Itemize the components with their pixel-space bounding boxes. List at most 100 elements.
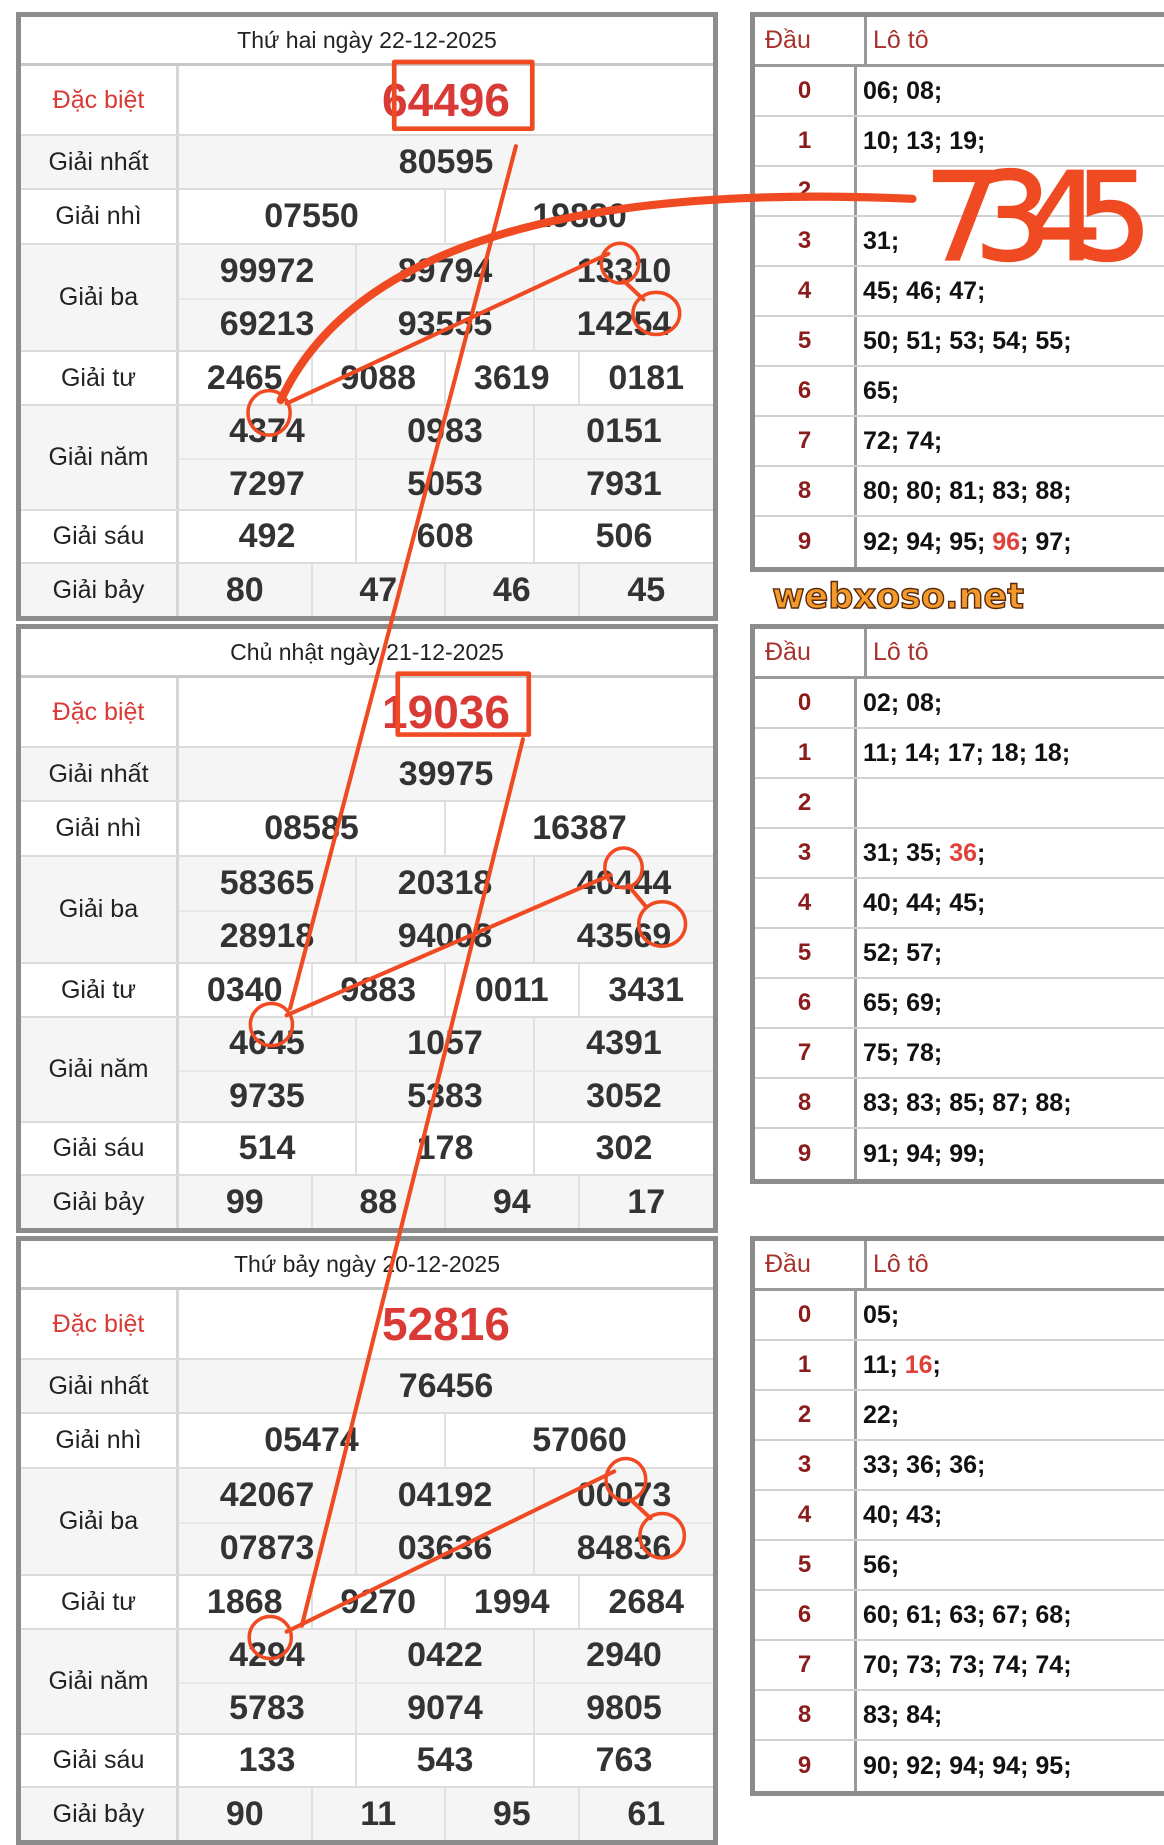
prize-label: Giải tư: [21, 964, 179, 1016]
special-prize-number: 52816: [382, 1298, 510, 1350]
prize-values: 4645 1057 4391 9735 5383 3052: [179, 1018, 713, 1121]
loto-row: 0 02; 08;: [755, 679, 1164, 729]
loto-number: 95: [1035, 1751, 1064, 1780]
prize-label: Giải ba: [21, 857, 179, 962]
loto-number: 67: [992, 1600, 1021, 1629]
loto-number: 16: [904, 1350, 933, 1379]
prize-row-bay: Giải bảy 80 47 46 45: [21, 564, 713, 616]
results-table: Thứ hai ngày 22-12-2025 Đặc biệt 64496 Giải…: [16, 12, 718, 621]
results-table: Chủ nhật ngày 21-12-2025 Đặc biệt 19036 Giả…: [16, 624, 718, 1233]
loto-number: 05: [863, 1300, 891, 1329]
loto-row: 8 83; 83; 85; 87; 88;: [755, 1079, 1164, 1129]
loto-number: 36: [949, 1450, 977, 1479]
prize-number: 17: [627, 1182, 666, 1221]
prize-number: 84836: [535, 1521, 713, 1575]
loto-head-digit: 0: [755, 67, 857, 115]
loto-number: 70: [863, 1650, 891, 1679]
loto-head-digit: 5: [755, 317, 857, 365]
loto-number: 17: [947, 738, 976, 767]
prize-number: 3052: [535, 1069, 713, 1122]
loto-number: 78: [906, 1038, 934, 1067]
loto-row: 6 60; 61; 63; 67; 68;: [755, 1591, 1164, 1641]
prize-number: 0422: [357, 1630, 535, 1682]
prize-number: 13310: [576, 251, 672, 290]
prize-number: 5383: [357, 1069, 535, 1121]
loto-row: 8 80; 80; 81; 83; 88;: [755, 467, 1164, 517]
prize-values: 80 47 46 45: [179, 564, 713, 616]
prize-label: Giải bảy: [21, 1788, 179, 1840]
loto-head-digit: 1: [755, 729, 857, 777]
loto-number: 80: [863, 476, 891, 505]
prize-values: 99972 89794 13310 69213 93555 14254: [179, 245, 713, 350]
prize-number: 90: [179, 1788, 313, 1840]
prize-row-dac_biet: Đặc biệt 19036: [21, 678, 713, 748]
prize-values: 07550 19880: [179, 190, 713, 243]
loto-number: 02: [863, 688, 891, 717]
loto-number: 61: [906, 1600, 934, 1629]
loto-number: 83: [863, 1088, 891, 1117]
loto-values: 40; 44; 45;: [863, 888, 993, 917]
prize-number: 543: [357, 1735, 535, 1786]
loto-number: 36: [906, 1450, 934, 1479]
prize-values: 76456: [179, 1360, 713, 1412]
loto-values: [857, 167, 1164, 215]
prize-number: 42067: [179, 1469, 357, 1522]
loto-number: 92: [906, 1751, 934, 1780]
loto-header-loto: Lô tô: [873, 26, 929, 54]
prize-number: 7931: [535, 457, 713, 510]
prize-values: 4374 0983 0151 7297 5053 7931: [179, 406, 713, 509]
loto-number: 65: [863, 376, 891, 405]
prize-values: 80595: [179, 136, 713, 188]
loto-number: 35: [906, 838, 934, 867]
loto-values: 11; 16;: [863, 1350, 948, 1379]
loto-head-digit: 3: [755, 217, 857, 265]
prize-number: 80595: [398, 142, 494, 181]
loto-number: 68: [1035, 1600, 1064, 1629]
loto-head-digit: 5: [755, 1541, 857, 1589]
draw-date-title: Thứ hai ngày 22-12-2025: [21, 17, 713, 66]
loto-head-digit: 0: [755, 679, 857, 727]
prize-number: 2684: [608, 1582, 685, 1621]
prize-number: 07873: [179, 1521, 357, 1574]
prize-number: 178: [357, 1123, 535, 1174]
special-prize-number: 19036: [382, 686, 510, 738]
loto-number: 94: [992, 1751, 1021, 1780]
prize-row-nam: Giải năm 4645 1057 4391 9735 5383 3052: [21, 1018, 713, 1123]
prize-row-dac_biet: Đặc biệt 64496: [21, 66, 713, 136]
loto-number: 74: [906, 426, 934, 455]
loto-values: 02; 08;: [863, 688, 950, 717]
loto-number: 44: [906, 888, 934, 917]
loto-head-digit: 8: [755, 1691, 857, 1739]
prize-label: Giải tư: [21, 1576, 179, 1628]
prize-row-nhat: Giải nhất 80595: [21, 136, 713, 190]
loto-values: 65; 69;: [863, 988, 950, 1017]
prize-label: Giải nhất: [21, 748, 179, 800]
loto-number: 72: [863, 426, 891, 455]
loto-row: 3 31; 35; 36;: [755, 829, 1164, 879]
watermark-logo: webxoso.net: [772, 576, 1024, 617]
loto-values: 06; 08;: [863, 76, 950, 105]
loto-number: 69: [906, 988, 934, 1017]
loto-head-digit: 2: [755, 779, 857, 827]
prize-number: 80: [179, 564, 313, 616]
loto-number: 46: [906, 276, 934, 305]
prize-row-ba: Giải ba 99972 89794 13310 69213 93555 14254: [21, 245, 713, 352]
prize-number: 00073: [576, 1475, 672, 1514]
prize-values: 1868 9270 1994 2684: [179, 1576, 713, 1628]
loto-head-digit: 8: [755, 467, 857, 515]
loto-number: 50: [863, 326, 891, 355]
prize-number: 302: [595, 1129, 653, 1167]
prize-number: 9088: [313, 352, 446, 404]
prize-number: 506: [595, 517, 653, 555]
loto-header-dau: Đầu: [755, 629, 867, 676]
prize-number: 39975: [398, 754, 494, 793]
loto-head-digit: 6: [755, 367, 857, 415]
prize-row-bay: Giải bảy 99 88 94 17: [21, 1176, 713, 1228]
loto-head-digit: 1: [755, 1341, 857, 1389]
prize-number: 4294: [179, 1630, 357, 1682]
loto-values: 83; 83; 85; 87; 88;: [863, 1088, 1079, 1117]
prize-row-dac_biet: Đặc biệt 52816: [21, 1290, 713, 1360]
prize-row-ba: Giải ba 58365 20318 40444 28918 94008 43569: [21, 857, 713, 964]
loto-values: 90; 92; 94; 94; 95;: [863, 1751, 1079, 1780]
loto-number: 94: [906, 527, 934, 556]
